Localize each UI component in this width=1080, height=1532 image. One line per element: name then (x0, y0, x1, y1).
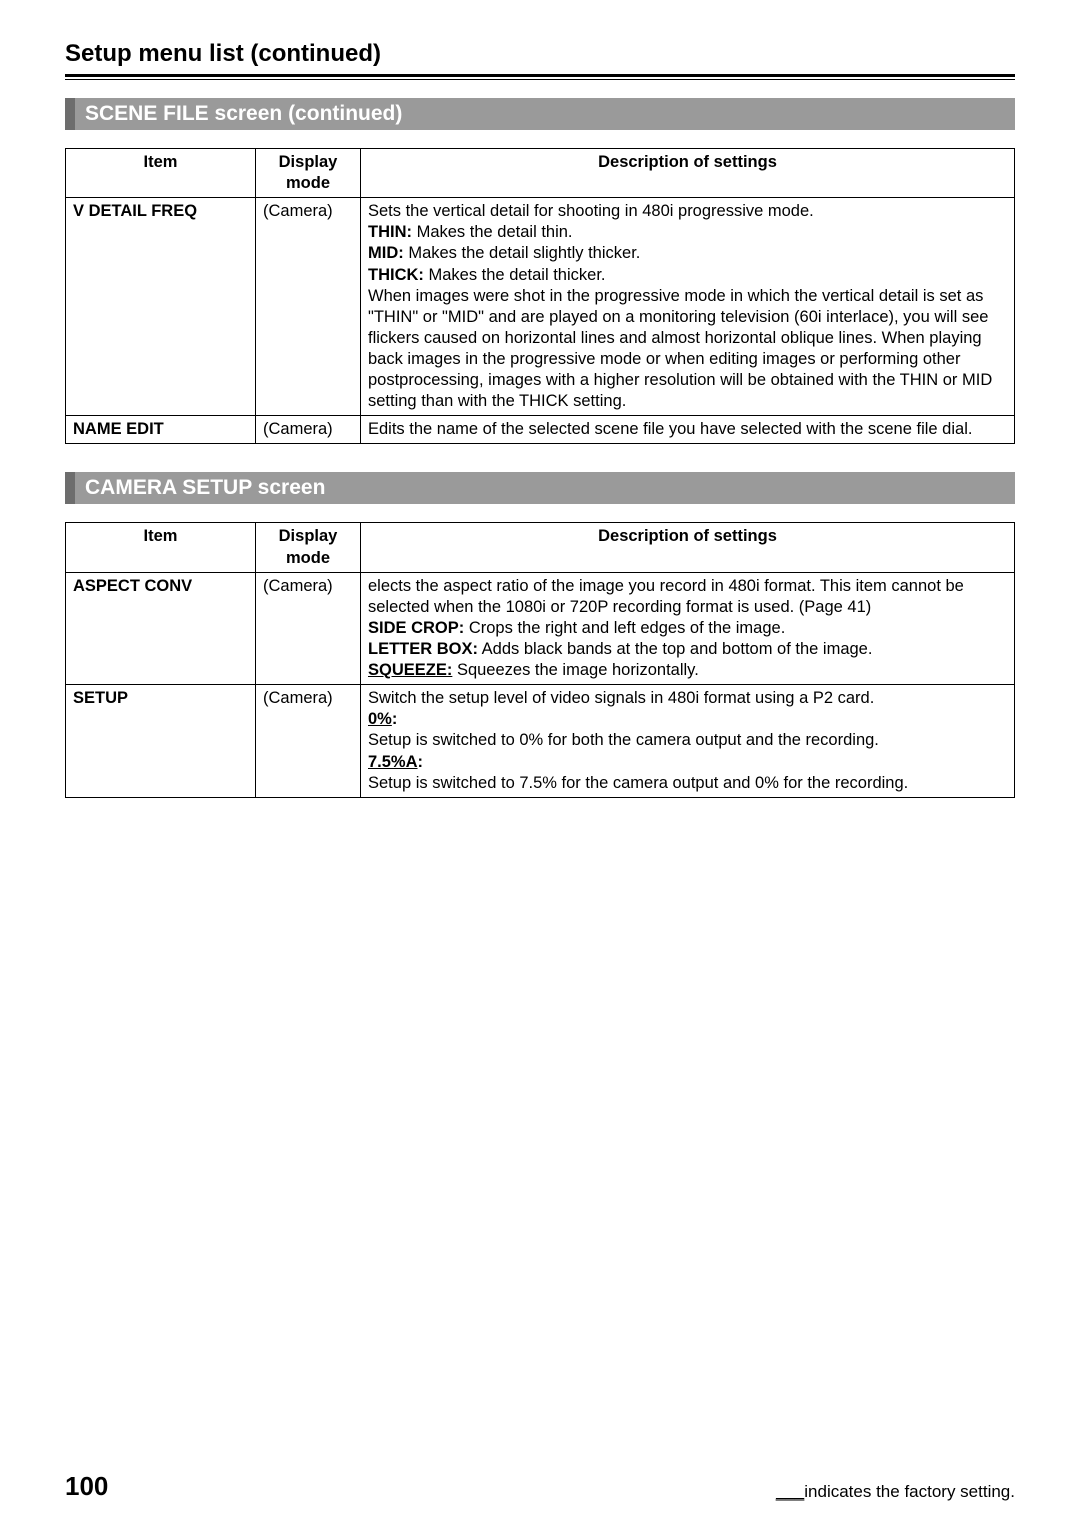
col-header-item: Item (66, 149, 256, 198)
desc-thin-label: THIN: (368, 223, 412, 241)
page-number: 100 (65, 1471, 108, 1502)
cell-item: SETUP (66, 685, 256, 798)
footer-note: ___indicates the factory setting. (776, 1482, 1015, 1502)
table-header-row: Item Display mode Description of setting… (66, 523, 1015, 572)
cell-item: NAME EDIT (66, 416, 256, 444)
desc-squeeze-label: SQUEEZE: (368, 661, 452, 679)
desc-mid-label: MID: (368, 244, 404, 262)
col-header-desc: Description of settings (361, 149, 1015, 198)
desc-thin-text: Makes the detail thin. (412, 223, 573, 241)
desc-seven-colon: : (418, 753, 424, 771)
desc-zero-text: Setup is switched to 0% for both the cam… (368, 731, 879, 749)
cell-desc: Switch the setup level of video signals … (361, 685, 1015, 798)
desc-intro: elects the aspect ratio of the image you… (368, 577, 964, 616)
desc-seven-label: 7.5%A (368, 753, 418, 771)
col-header-item: Item (66, 523, 256, 572)
desc-thick-text: Makes the detail thicker. (424, 266, 606, 284)
cell-mode: (Camera) (256, 685, 361, 798)
col-header-desc: Description of settings (361, 523, 1015, 572)
desc-intro: Switch the setup level of video signals … (368, 689, 874, 707)
table-row: SETUP (Camera) Switch the setup level of… (66, 685, 1015, 798)
section-header-camera-setup: CAMERA SETUP screen (65, 472, 1015, 504)
desc-thick-label: THICK: (368, 266, 424, 284)
page-footer: 100 ___indicates the factory setting. (65, 1471, 1015, 1502)
table-camera-setup: Item Display mode Description of setting… (65, 522, 1015, 797)
cell-item: V DETAIL FREQ (66, 198, 256, 416)
cell-mode: (Camera) (256, 198, 361, 416)
footer-text: indicates the factory setting. (804, 1482, 1015, 1501)
col-header-mode: Display mode (256, 523, 361, 572)
table-row: V DETAIL FREQ (Camera) Sets the vertical… (66, 198, 1015, 416)
cell-desc: Sets the vertical detail for shooting in… (361, 198, 1015, 416)
desc-intro: Sets the vertical detail for shooting in… (368, 202, 814, 220)
desc-zero-label: 0% (368, 710, 392, 728)
table-row: NAME EDIT (Camera) Edits the name of the… (66, 416, 1015, 444)
desc-side-text: Crops the right and left edges of the im… (464, 619, 785, 637)
table-scene-file: Item Display mode Description of setting… (65, 148, 1015, 444)
page-title: Setup menu list (continued) (65, 40, 1015, 68)
title-rule-thick (65, 74, 1015, 77)
desc-squeeze-text: Squeezes the image horizontally. (452, 661, 698, 679)
desc-letter-label: LETTER BOX: (368, 640, 478, 658)
table-row: ASPECT CONV (Camera) elects the aspect r… (66, 572, 1015, 685)
cell-mode: (Camera) (256, 572, 361, 685)
desc-para: When images were shot in the progressive… (368, 287, 992, 411)
footer-blank: ___ (776, 1482, 804, 1501)
table-header-row: Item Display mode Description of setting… (66, 149, 1015, 198)
title-rule-thin (65, 79, 1015, 80)
desc-mid-text: Makes the detail slightly thicker. (404, 244, 641, 262)
col-header-mode: Display mode (256, 149, 361, 198)
cell-mode: (Camera) (256, 416, 361, 444)
cell-desc: Edits the name of the selected scene fil… (361, 416, 1015, 444)
cell-item: ASPECT CONV (66, 572, 256, 685)
section-header-scene-file: SCENE FILE screen (continued) (65, 98, 1015, 130)
desc-letter-text: Adds black bands at the top and bottom o… (478, 640, 872, 658)
cell-desc: elects the aspect ratio of the image you… (361, 572, 1015, 685)
desc-side-label: SIDE CROP: (368, 619, 464, 637)
desc-seven-text: Setup is switched to 7.5% for the camera… (368, 774, 908, 792)
desc-zero-colon: : (392, 710, 398, 728)
